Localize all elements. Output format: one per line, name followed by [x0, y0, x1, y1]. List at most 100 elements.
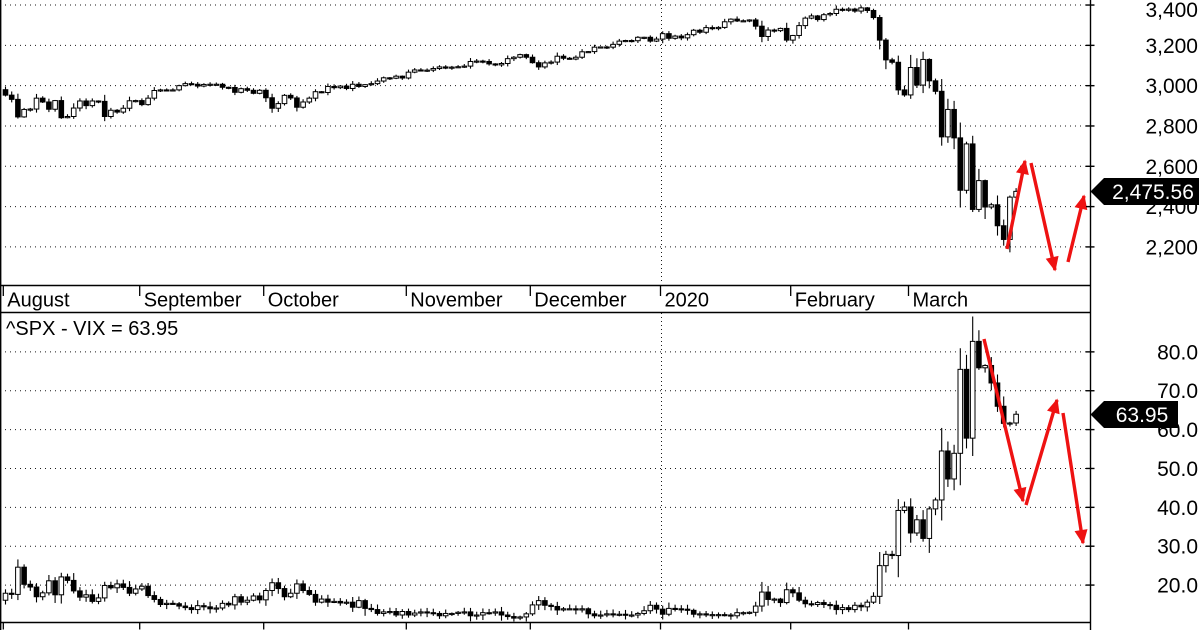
candle-body — [796, 592, 802, 601]
candle-body — [672, 35, 678, 39]
candle-body — [988, 204, 995, 208]
candle-body — [263, 590, 269, 601]
candle-body — [424, 611, 430, 614]
candle-body — [715, 614, 722, 617]
candle-body — [225, 86, 232, 89]
candle-body — [883, 39, 889, 61]
candle-body — [641, 36, 647, 39]
candle-body — [213, 83, 220, 86]
candle-body — [387, 611, 393, 614]
candle-body — [604, 46, 610, 49]
axis-ticks — [2, 4, 1095, 630]
candle-body — [114, 109, 120, 113]
candle-body — [839, 8, 846, 11]
candle-body — [368, 607, 375, 611]
candle-body — [287, 592, 294, 598]
y-axis-label: 3,400 — [1145, 0, 1198, 22]
candle-body — [157, 89, 164, 92]
candle-body — [777, 27, 784, 32]
candle-body — [560, 55, 567, 59]
candle-body — [808, 15, 815, 19]
candle-body — [821, 14, 827, 21]
candle-body — [176, 85, 182, 91]
candle-body — [325, 598, 331, 603]
candle-body — [163, 89, 170, 92]
candle-body — [746, 611, 753, 614]
candle-body — [436, 66, 443, 70]
candle-body — [535, 62, 542, 68]
candle-body — [114, 583, 120, 589]
candle-body — [845, 8, 852, 11]
candle-body — [684, 608, 691, 611]
vix-panel-title: ^SPX - VIX = 63.95 — [6, 318, 178, 340]
candle-body — [33, 97, 40, 110]
candle-body — [771, 598, 778, 601]
candle-body — [194, 605, 201, 611]
month-label: August — [7, 290, 70, 312]
month-label: 2020 — [665, 290, 710, 312]
candle-body — [362, 600, 368, 609]
candle-body — [659, 33, 666, 40]
candle-body — [27, 108, 34, 111]
candle-body — [796, 25, 802, 36]
candle-body — [548, 61, 554, 64]
candle-body — [697, 29, 703, 33]
candle-body — [455, 66, 461, 69]
candle-body — [250, 89, 257, 94]
candle-body — [207, 83, 213, 86]
candle-body — [89, 594, 96, 602]
vix-last-price-tag: 63.95 — [1090, 401, 1178, 428]
candle-body — [449, 66, 455, 69]
vix-last-price-tag-shape — [1090, 401, 1178, 428]
candle-body — [244, 88, 251, 91]
candle-body — [52, 580, 58, 596]
candle-body — [542, 600, 548, 606]
candle-body — [52, 100, 58, 110]
candle-body — [108, 584, 114, 589]
y-axis-label: 3,000 — [1145, 75, 1198, 98]
candle-body — [622, 40, 629, 43]
candle-body — [306, 97, 313, 103]
candle-body — [21, 566, 27, 585]
candle-body — [225, 602, 232, 606]
candle-body — [573, 608, 579, 611]
month-label: September — [144, 290, 242, 312]
candle-body — [684, 34, 691, 39]
candle-body — [914, 67, 920, 86]
candle-body — [734, 612, 740, 617]
candle-body — [8, 94, 15, 100]
candle-body — [238, 596, 244, 603]
candle-body — [548, 604, 554, 607]
candle-body — [486, 612, 492, 615]
candle-body — [579, 51, 585, 58]
candle-body — [46, 101, 52, 110]
candle-body — [951, 452, 957, 480]
candle-body — [938, 90, 945, 138]
candle-body — [64, 116, 71, 119]
candle-body — [182, 605, 189, 609]
candle-body — [188, 83, 195, 86]
candle-body — [833, 604, 840, 611]
candle-body — [238, 88, 244, 93]
candle-body — [783, 589, 790, 604]
candle-body — [591, 46, 598, 53]
candle-body — [628, 40, 635, 43]
candle-body — [790, 589, 796, 594]
candle-body — [393, 75, 399, 79]
candle-body — [281, 94, 288, 105]
candle-body — [300, 583, 306, 592]
candle-body — [864, 601, 871, 608]
candle-body — [39, 97, 46, 103]
candle-body — [492, 63, 499, 66]
candle-body — [15, 566, 21, 595]
candle-body — [765, 29, 771, 37]
candle-body — [839, 607, 846, 611]
candle-body — [678, 35, 685, 39]
candle-body — [932, 80, 939, 92]
candle-body — [604, 613, 610, 616]
candle-body — [64, 576, 71, 581]
candle-body — [263, 89, 269, 99]
candle-body — [647, 36, 654, 42]
month-label: February — [795, 290, 875, 312]
candle-body — [411, 612, 418, 616]
